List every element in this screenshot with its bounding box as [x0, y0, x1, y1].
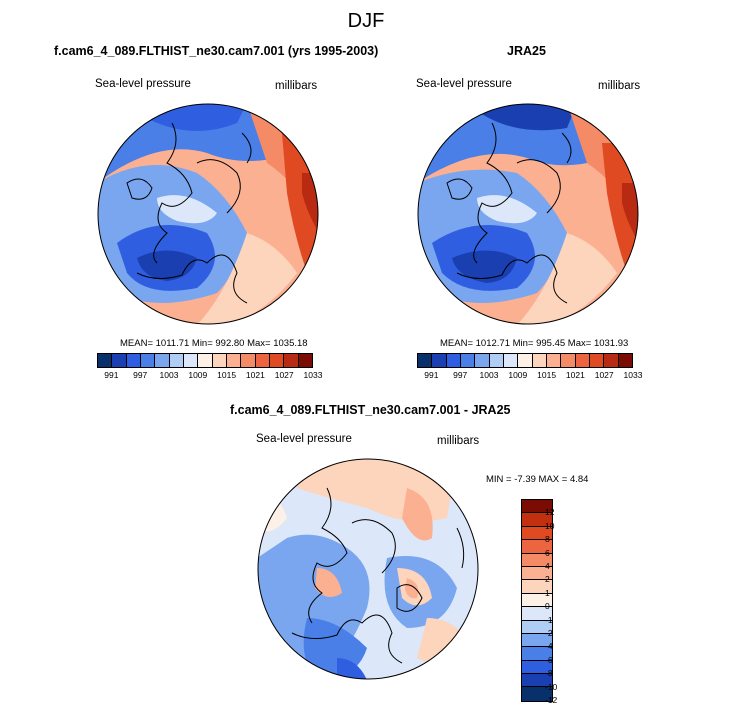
right-colorbar-tick-label: 1009: [508, 370, 528, 380]
left-colorbar-swatch: [112, 354, 127, 367]
left-stats: MEAN= 1011.71 Min= 992.80 Max= 1035.18: [120, 338, 308, 349]
figure-title: DJF: [347, 10, 385, 32]
diff-colorbar-tick-label: -6: [545, 654, 553, 665]
left-colorbar-tick-label: 1009: [188, 370, 208, 380]
right-units-label: millibars: [598, 80, 641, 92]
left-colorbar-swatch: [269, 354, 285, 367]
diff-colorbar-tick-label: -2: [545, 628, 553, 638]
diff-colorbar-ticks: 12 10 8 6 4 2 1 0 -1 -2 -4 -6 -8 -10 -12: [545, 499, 575, 705]
diff-colorbar-swatch: [522, 500, 552, 514]
left-colorbar-tick-label: 1033: [303, 370, 323, 380]
right-colorbar-swatch: [446, 354, 461, 367]
diff-polar-map: [257, 458, 479, 680]
diff-colorbar-tick-label: -10: [545, 681, 558, 692]
right-colorbar-swatch: [518, 354, 533, 367]
diff-panel-title: f.cam6_4_089.FLTHIST_ne30.cam7.001 - JRA…: [230, 403, 511, 417]
left-colorbar-tick-label: 991: [104, 370, 119, 380]
right-colorbar-swatch: [432, 354, 447, 367]
left-colorbar-swatch: [140, 354, 156, 367]
diff-colorbar-tick-label: 10: [545, 520, 555, 531]
right-colorbar-swatch: [418, 354, 433, 367]
right-colorbar: 991 997 1003 1009 1015 1021 1027 1033: [417, 353, 642, 380]
right-colorbar-tick-label: 991: [424, 370, 439, 380]
diff-colorbar-swatch: [522, 553, 552, 567]
diff-colorbar-tick-label: -12: [545, 695, 558, 705]
diff-colorbar-swatch: [522, 540, 552, 554]
diff-colorbar-tick-label: -4: [545, 641, 553, 652]
diff-colorbar-swatch: [522, 607, 552, 621]
diff-colorbar-tick-label: 1: [545, 587, 550, 598]
left-polar-map: [97, 103, 319, 325]
left-colorbar-swatch: [183, 354, 199, 367]
left-colorbar-swatch: [155, 354, 170, 367]
diff-colorbar-tick-label: 4: [545, 561, 550, 571]
left-colorbar-tick-label: 1003: [159, 370, 179, 380]
left-colorbar-tick-label: 997: [133, 370, 148, 380]
right-colorbar-tick-label: 1027: [594, 370, 614, 380]
right-colorbar-swatch: [575, 354, 590, 367]
left-colorbar-swatch: [198, 354, 213, 367]
left-colorbar-swatch: [169, 354, 184, 367]
right-colorbar-swatch: [546, 354, 562, 367]
right-colorbar-swatch: [475, 354, 490, 367]
right-colorbar-swatch: [604, 354, 619, 367]
diff-colorbar-swatch: [522, 526, 552, 541]
diff-colorbar-swatch: [522, 620, 552, 634]
left-variable-label: Sea-level pressure: [95, 78, 191, 90]
right-colorbar-swatch: [503, 354, 519, 367]
diff-colorbar-tick-label: 0: [545, 601, 550, 612]
right-panel-title: JRA25: [507, 44, 546, 58]
diff-colorbar-swatch: [522, 647, 552, 661]
left-panel-title: f.cam6_4_089.FLTHIST_ne30.cam7.001 (yrs …: [54, 44, 379, 58]
diff-colorbar-tick-label: -8: [545, 668, 553, 679]
diff-colorbar-tick-label: 6: [545, 547, 550, 558]
left-colorbar: 991 997 1003 1009 1015 1021 1027 1033: [97, 353, 322, 380]
diff-colorbar-swatch: [522, 580, 552, 594]
diff-colorbar-tick-label: 2: [545, 574, 550, 585]
right-stats: MEAN= 1012.71 Min= 995.45 Max= 1031.93: [440, 338, 629, 349]
diff-variable-label: Sea-level pressure: [256, 433, 352, 445]
right-polar-map: [417, 103, 639, 325]
right-colorbar-swatch: [561, 354, 576, 367]
right-colorbar-tick-label: 1003: [479, 370, 499, 380]
right-colorbar-tick-label: 1021: [565, 370, 585, 380]
diff-colorbar-swatch: [522, 566, 552, 581]
right-variable-label: Sea-level pressure: [416, 78, 512, 90]
right-colorbar-tick-label: 1033: [623, 370, 643, 380]
diff-colorbar-swatch: [522, 513, 552, 527]
right-colorbar-swatch: [532, 354, 547, 367]
diff-colorbar-swatch: [522, 593, 552, 608]
diff-colorbar-swatch: [522, 633, 552, 648]
left-colorbar-swatch: [241, 354, 256, 367]
left-colorbar-swatch: [212, 354, 227, 367]
left-colorbar-swatch: [255, 354, 270, 367]
diff-colorbar-tick-label: 8: [545, 534, 550, 545]
diff-colorbar: [521, 499, 553, 702]
left-units-label: millibars: [275, 80, 318, 92]
left-colorbar-swatch: [298, 354, 312, 367]
left-colorbar-tick-label: 1021: [245, 370, 265, 380]
diff-units-label: millibars: [437, 435, 480, 447]
left-colorbar-swatch: [284, 354, 299, 367]
left-colorbar-tick-label: 1015: [217, 370, 237, 380]
right-colorbar-swatch: [589, 354, 605, 367]
right-colorbar-tick-label: 1015: [537, 370, 557, 380]
right-colorbar-swatch: [489, 354, 504, 367]
diff-colorbar-tick-label: -1: [545, 614, 553, 625]
diff-stats: MIN = -7.39 MAX = 4.84: [486, 474, 589, 485]
left-colorbar-swatch: [226, 354, 242, 367]
diff-colorbar-tick-label: 12: [545, 507, 555, 518]
left-colorbar-tick-label: 1027: [274, 370, 294, 380]
right-colorbar-swatch: [618, 354, 632, 367]
left-colorbar-swatch: [126, 354, 141, 367]
left-colorbar-swatch: [98, 354, 113, 367]
diff-colorbar-swatch: [522, 660, 552, 675]
right-colorbar-swatch: [460, 354, 476, 367]
right-colorbar-tick-label: 997: [453, 370, 468, 380]
